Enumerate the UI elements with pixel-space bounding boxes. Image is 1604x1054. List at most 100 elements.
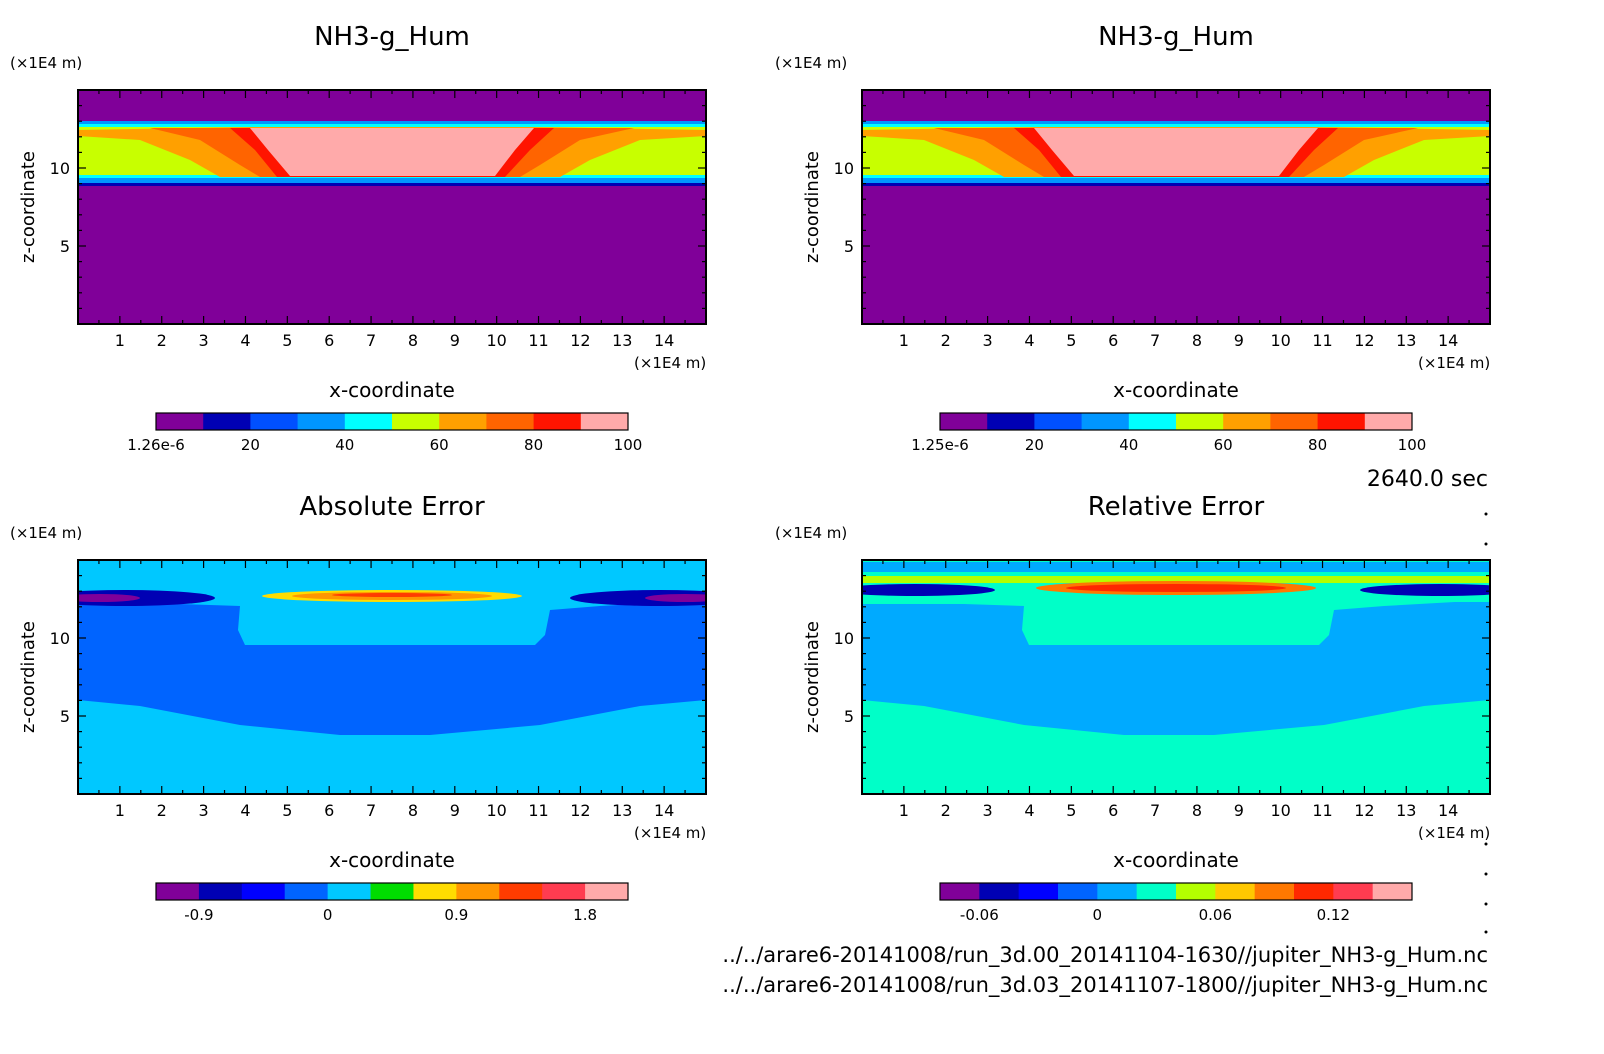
x-tick-label: 3 — [199, 331, 209, 350]
x-tick-label: 8 — [408, 801, 418, 820]
band-top-cyan — [862, 562, 1490, 572]
time-label: 2640.0 sec — [1367, 467, 1488, 492]
x-tick-label: 9 — [1234, 331, 1244, 350]
colorbar-swatch — [1058, 883, 1098, 900]
x-tick-label: 6 — [324, 801, 334, 820]
colorbar-tick-label: 1.26e-6 — [127, 436, 185, 454]
colorbar: -0.9 0 0.9 1.8 — [155, 882, 629, 924]
x-tick-label: 5 — [282, 331, 292, 350]
file-path-2: ../../arare6-20141008/run_3d.03_20141107… — [722, 973, 1488, 998]
colorbar-tick-label: 60 — [1214, 436, 1233, 454]
colorbar-tick-label: 0 — [1093, 906, 1103, 924]
colorbar-tick-label: 80 — [1308, 436, 1327, 454]
colorbar-swatch — [1176, 413, 1224, 430]
colorbar-swatch — [1128, 413, 1177, 430]
x-tick-label: 7 — [1150, 801, 1160, 820]
x-tick-label: 6 — [324, 331, 334, 350]
colorbar-swatch — [1333, 883, 1374, 900]
x-tick-label: 14 — [654, 801, 674, 820]
y-tick-label: 10 — [50, 159, 70, 178]
blob-left-purple — [78, 594, 140, 602]
x-tick-label: 12 — [570, 801, 590, 820]
colorbar-frame — [939, 882, 1413, 901]
band-bottom-green — [862, 745, 1490, 794]
colorbar-swatch — [297, 413, 346, 430]
y-tick-label: 10 — [50, 629, 70, 648]
x-tick-label: 13 — [1396, 331, 1416, 350]
colorbar-swatch — [979, 883, 1020, 900]
region-pink — [1034, 128, 1318, 176]
colorbar-tick-label: 40 — [1119, 436, 1138, 454]
blob-left-navy — [862, 584, 995, 596]
y-axis-label: z-coordinate — [18, 151, 39, 263]
x-tick-label: 11 — [528, 801, 548, 820]
footer-dots — [1484, 512, 1488, 934]
colorbar-swatch — [392, 413, 440, 430]
y-unit-label: (×1E4 m) — [775, 524, 847, 542]
colorbar-tick-label: 40 — [335, 436, 354, 454]
x-unit-label: (×1E4 m) — [1418, 824, 1490, 842]
x-tick-label: 13 — [1396, 801, 1416, 820]
colorbar-swatch — [1018, 883, 1059, 900]
colorbar-swatch — [1254, 883, 1295, 900]
x-tick-label: 1 — [899, 801, 909, 820]
band-bottom-light — [78, 745, 706, 794]
x-tick-label: 4 — [240, 801, 250, 820]
colorbar-swatch — [327, 883, 372, 900]
x-tick-label: 2 — [941, 801, 951, 820]
colorbar: 1.26e-6 20 40 60 80 100 — [127, 412, 642, 454]
x-tick-label: 2 — [941, 331, 951, 350]
x-tick-label: 5 — [1066, 331, 1076, 350]
colorbar: -0.06 0 0.06 0.12 — [939, 882, 1413, 924]
band-top-light — [78, 565, 706, 573]
colorbar-swatch — [1270, 413, 1319, 430]
x-tick-label: 14 — [1438, 331, 1458, 350]
y-axis-label: z-coordinate — [802, 151, 823, 263]
colorbar-swatch — [456, 883, 500, 900]
x-tick-label: 11 — [1312, 331, 1332, 350]
colorbar-swatch — [580, 413, 629, 430]
colorbar-swatch — [1176, 883, 1216, 900]
x-axis-label: x-coordinate — [1113, 378, 1239, 402]
x-tick-label: 3 — [199, 801, 209, 820]
band-top-green — [862, 572, 1490, 578]
chart-title: NH3-g_Hum — [314, 22, 470, 52]
colorbar: 1.25e-6 20 40 60 80 100 — [911, 412, 1426, 454]
region-blue-mid — [862, 602, 1490, 735]
x-tick-label: 3 — [983, 801, 993, 820]
colorbar-frame — [939, 412, 1413, 431]
band-cyan-top — [78, 124, 706, 127]
colorbar-swatch — [1364, 413, 1413, 430]
colorbar-tick-label: 0.12 — [1317, 906, 1350, 924]
y-tick-label: 5 — [844, 707, 854, 726]
x-tick-label: 8 — [1192, 331, 1202, 350]
x-tick-label: 4 — [1024, 801, 1034, 820]
colorbar-tick-label: 60 — [430, 436, 449, 454]
colorbar-tick-label: -0.06 — [960, 906, 999, 924]
colorbar-swatch — [1215, 883, 1256, 900]
x-unit-label: (×1E4 m) — [634, 824, 706, 842]
region-yellow-top — [862, 576, 1490, 585]
x-tick-label: 11 — [1312, 801, 1332, 820]
y-axis-label: z-coordinate — [802, 621, 823, 733]
chart-title: NH3-g_Hum — [1098, 22, 1254, 52]
x-tick-label: 12 — [1354, 331, 1374, 350]
x-tick-label: 9 — [1234, 801, 1244, 820]
colorbar-swatch — [344, 413, 393, 430]
colorbar-tick-label: 80 — [524, 436, 543, 454]
x-tick-label: 8 — [408, 331, 418, 350]
colorbar-swatch — [987, 413, 1035, 430]
colorbar-tick-label: 0 — [323, 906, 333, 924]
chart-title: Relative Error — [1088, 492, 1265, 522]
x-tick-label: 13 — [612, 801, 632, 820]
colorbar-tick-label: 1.8 — [573, 906, 597, 924]
contour-field — [862, 90, 1490, 324]
colorbar-swatch — [1136, 883, 1177, 900]
band-blue-bottom — [78, 178, 706, 183]
colorbar-swatch — [940, 413, 988, 430]
blob-right-navy — [1360, 584, 1490, 596]
